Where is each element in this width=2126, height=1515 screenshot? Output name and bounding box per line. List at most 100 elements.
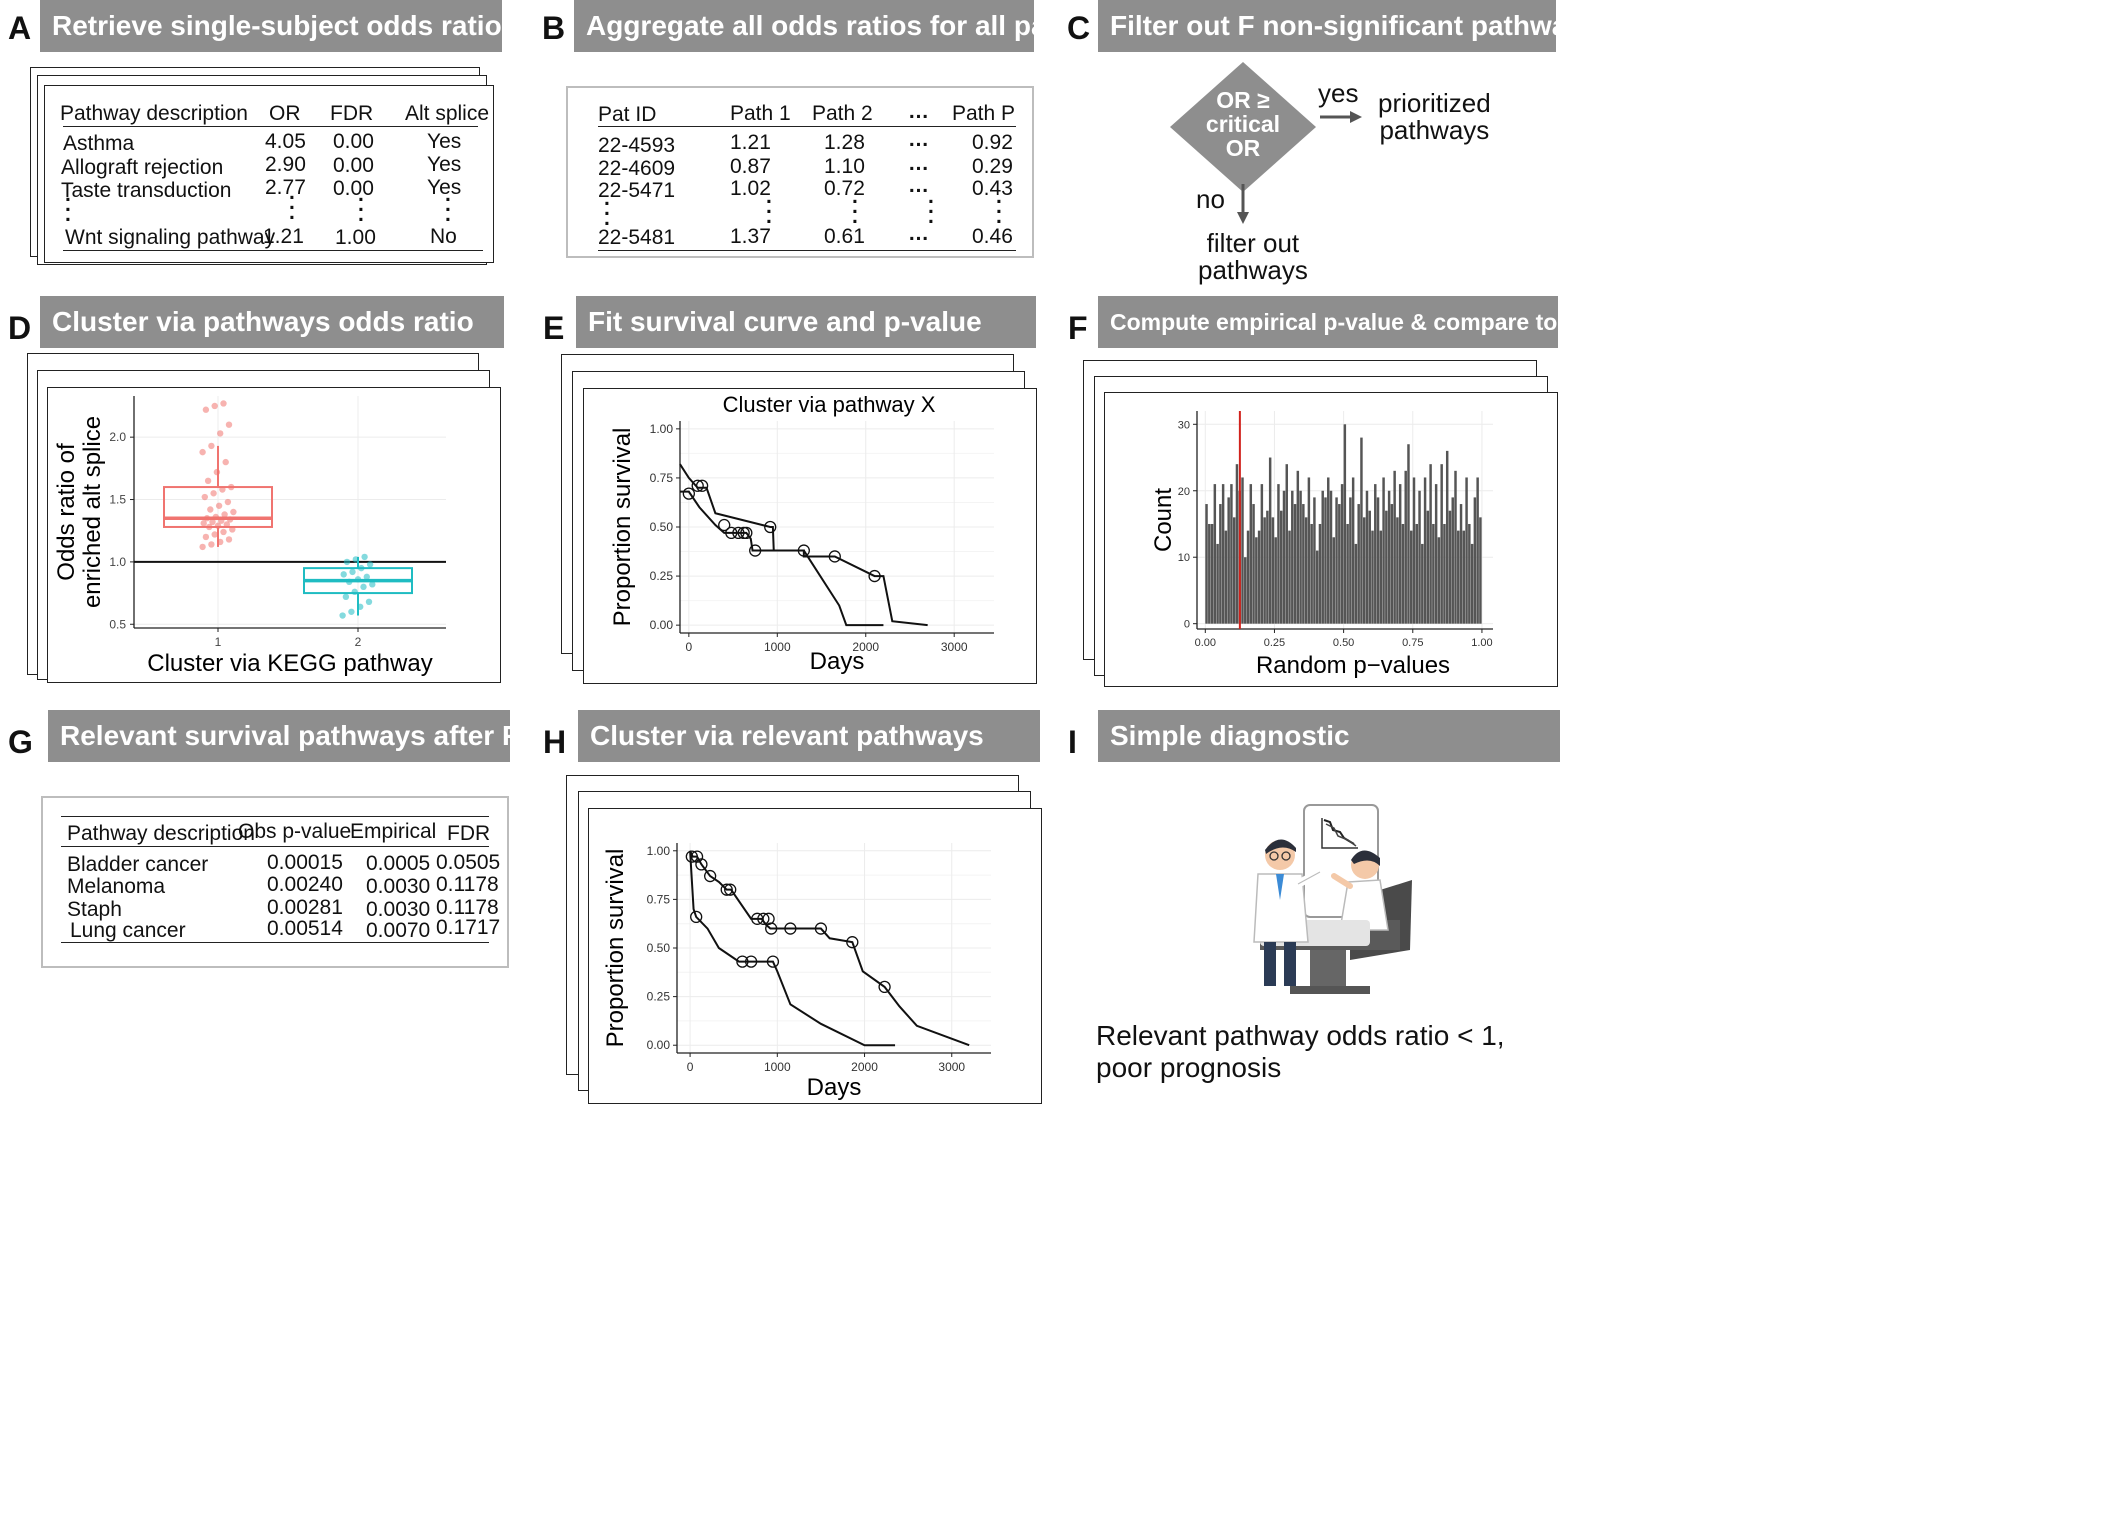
data-point [229,526,236,533]
y-tick-label: 0.75 [650,471,674,485]
table-cell: 0.43 [972,177,1013,200]
table-cell: 4.05 [265,130,306,153]
y-axis-label: Proportion survival [609,428,636,627]
data-point [211,531,218,538]
target-line: prioritized [1378,88,1491,118]
table-cell: 1.21 [263,225,304,248]
panel-f-chart-card: 0 10 20 30 0.00 0.25 0.50 0.75 1.00 Random p−valu… [1104,392,1558,687]
histogram-bar [1321,490,1324,624]
table-header-cell: Path 1 [730,102,791,125]
panel-f-title: Compute empirical p-value & compare to o… [1098,296,1558,348]
histogram-bar [1365,490,1369,624]
histogram-bar [1462,530,1466,624]
histogram-bar [1360,437,1363,624]
panel-h-title: Cluster via relevant pathways [578,710,1040,762]
data-point [339,612,346,619]
histogram-bar [1249,484,1253,624]
histogram-bar [1302,504,1305,624]
data-point [369,581,376,588]
histogram-bar [1307,477,1311,624]
panel-letter-h: H [543,724,567,760]
x-tick-label: 1000 [764,640,791,654]
table-header-cell: Empirical [350,820,437,843]
panel-d-title: Cluster via pathways odds ratio [40,296,504,348]
histogram-bar [1340,484,1344,624]
censor-mark [732,526,745,540]
histogram-bar [1448,510,1452,624]
data-point [215,502,223,509]
histogram-bar [1465,477,1468,624]
decision-line: OR [1225,135,1261,161]
censor-mark [690,910,703,924]
histogram-bar [1473,497,1477,624]
data-point [230,508,237,516]
table-cell: 0.72 [824,177,865,200]
histogram-bar [1423,477,1427,624]
survival-curve [680,490,928,627]
censor-mark [766,955,780,968]
table-cell: 1.28 [824,131,865,154]
table-cell: 0.0030 [366,898,431,921]
table-cell: Wnt signaling pathway [65,226,276,249]
histogram-bar [1285,464,1288,624]
data-point [357,603,364,610]
censor-mark [784,922,797,935]
data-point [202,406,210,413]
data-point [360,583,367,591]
data-point [207,506,214,513]
data-point [351,588,358,596]
panel-h-chart-card: 0.00 0.25 0.50 0.75 1.00 0 1000 2000 3000 Days Pro… [588,808,1042,1104]
data-point [211,402,218,410]
data-point [220,528,227,536]
panel-a-table: Pathway description OR FDR Alt splice As… [44,85,494,263]
x-tick-label: 3000 [941,640,968,654]
x-tick-label: 0.25 [1264,637,1285,649]
histogram-bar [1263,517,1266,624]
panel-letter-d: D [8,310,32,346]
censor-mark [736,955,749,968]
data-point [226,516,234,523]
histogram-bar [1329,490,1333,624]
panel-g-title: Relevant survival pathways after FDR [48,710,510,762]
histogram-bar [1271,517,1275,624]
table-cell: … [908,174,929,197]
decision-diamond [1170,62,1316,192]
histogram-bar [1227,497,1230,624]
data-point [361,553,368,561]
histogram-bar [1232,517,1236,624]
histogram-bar [1398,484,1402,624]
decision-line: OR ≥ [1216,87,1270,113]
data-point [202,533,210,541]
histogram-bar [1354,543,1358,624]
histogram-bar [1299,490,1302,624]
vertical-ellipsis: ... [358,183,364,226]
data-point [221,511,228,518]
y-tick-label: 0.25 [647,990,671,1004]
histogram-bar [1313,497,1316,624]
table-cell: 0.00015 [267,851,343,874]
decision-text: OR ≥ critical OR [1170,88,1316,160]
panel-letter-f: F [1068,310,1088,346]
y-axis-label: Odds ratio of [53,443,80,581]
table-cell: 1.00 [335,226,376,249]
table-header-cell: … [908,100,929,123]
table-cell: 0.0005 [366,852,431,875]
x-tick-label: 0 [687,1060,694,1074]
data-point [199,543,206,551]
histogram-bar [1349,497,1352,624]
histogram-bar [1257,530,1261,624]
histogram-bar [1415,523,1419,624]
y-tick-label: 0.25 [650,569,674,583]
histogram-bar [1362,517,1366,624]
flowchart-shapes [1170,62,1362,224]
histogram-bar [1318,523,1322,624]
data-point [354,576,362,583]
histogram-bar [1393,470,1396,624]
data-point [340,571,347,578]
table-cell: 0.61 [824,225,865,248]
y-axis-label: Count [1150,488,1177,552]
table-cell: 0.1178 [436,873,499,896]
histogram-bar [1376,497,1380,624]
histogram-bar [1268,457,1272,624]
